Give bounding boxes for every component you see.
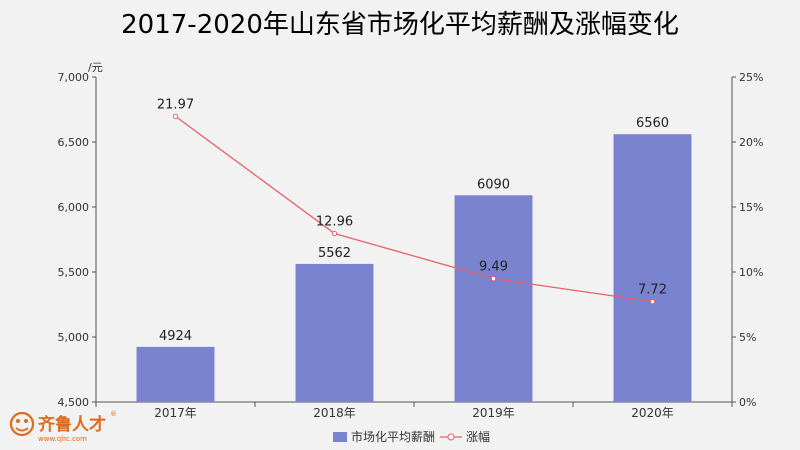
x-category-label: 2020年 bbox=[631, 406, 674, 420]
left-tick-label: 5,500 bbox=[58, 266, 90, 279]
left-tick-label: 6,000 bbox=[58, 201, 90, 214]
growth-rate-value-label: 7.72 bbox=[638, 283, 667, 298]
salary-bar[interactable] bbox=[295, 263, 374, 402]
logo-mark-eye-icon bbox=[16, 419, 20, 423]
logo-mark-icon bbox=[9, 411, 35, 437]
growth-rate-point[interactable] bbox=[649, 298, 656, 305]
salary-bar[interactable] bbox=[454, 195, 533, 402]
axes: 4,500 5,000 5,500 6,000 6,500 7,000 0% 5% 10% 15%… bbox=[58, 71, 764, 420]
qlrc-logo: 齐鲁人才 ® www.qlrc.com bbox=[9, 410, 117, 443]
logo-mark-eye-icon bbox=[24, 419, 28, 423]
growth-rate-value-label: 9.49 bbox=[479, 260, 508, 275]
growth-rate-point[interactable] bbox=[172, 113, 179, 120]
left-axis-unit: /元 bbox=[88, 61, 103, 74]
bar-series: 4924 5562 6090 6560 bbox=[136, 116, 692, 402]
x-category-label: 2017年 bbox=[154, 406, 197, 420]
salary-bar-value-label: 6090 bbox=[477, 177, 510, 192]
right-tick-label: 0% bbox=[739, 396, 756, 409]
legend-bar-label[interactable]: 市场化平均薪酬 bbox=[351, 429, 435, 444]
chart-title: 2017-2020年山东省市场化平均薪酬及涨幅变化 bbox=[121, 10, 679, 40]
right-tick-label: 5% bbox=[739, 331, 756, 344]
x-category-label: 2019年 bbox=[472, 406, 515, 420]
right-tick-label: 20% bbox=[739, 136, 763, 149]
growth-rate-line[interactable] bbox=[175, 115, 653, 303]
left-tick-label: 6,500 bbox=[58, 136, 90, 149]
left-tick-label: 5,000 bbox=[58, 331, 90, 344]
legend-line-label[interactable]: 涨幅 bbox=[466, 429, 490, 444]
growth-rate-point[interactable] bbox=[331, 230, 338, 237]
salary-bar[interactable] bbox=[136, 346, 215, 402]
salary-bar[interactable] bbox=[613, 134, 692, 402]
growth-rate-point[interactable] bbox=[490, 275, 497, 282]
salary-bar-value-label: 6560 bbox=[636, 116, 669, 131]
x-category-label: 2018年 bbox=[313, 406, 356, 420]
logo-name: 齐鲁人才 bbox=[38, 414, 106, 435]
right-tick-label: 15% bbox=[739, 201, 763, 214]
logo-url: www.qlrc.com bbox=[38, 435, 87, 443]
legend[interactable]: 市场化平均薪酬 涨幅 bbox=[333, 429, 490, 444]
left-tick-label: 7,000 bbox=[58, 71, 90, 84]
salary-bar-value-label: 4924 bbox=[159, 329, 192, 344]
growth-rate-value-label: 21.97 bbox=[157, 97, 194, 112]
legend-bar-swatch[interactable] bbox=[333, 432, 347, 442]
salary-bar-value-label: 5562 bbox=[318, 246, 351, 261]
legend-line-marker[interactable] bbox=[447, 433, 455, 441]
growth-rate-value-label: 12.96 bbox=[316, 215, 353, 230]
left-tick-label: 4,500 bbox=[58, 396, 90, 409]
line-series: 21.97 12.96 9.49 7.72 bbox=[157, 97, 667, 305]
right-tick-label: 25% bbox=[739, 71, 763, 84]
logo-mark-smile-icon bbox=[15, 427, 29, 432]
logo-registered-mark: ® bbox=[110, 410, 117, 418]
right-tick-label: 10% bbox=[739, 266, 763, 279]
